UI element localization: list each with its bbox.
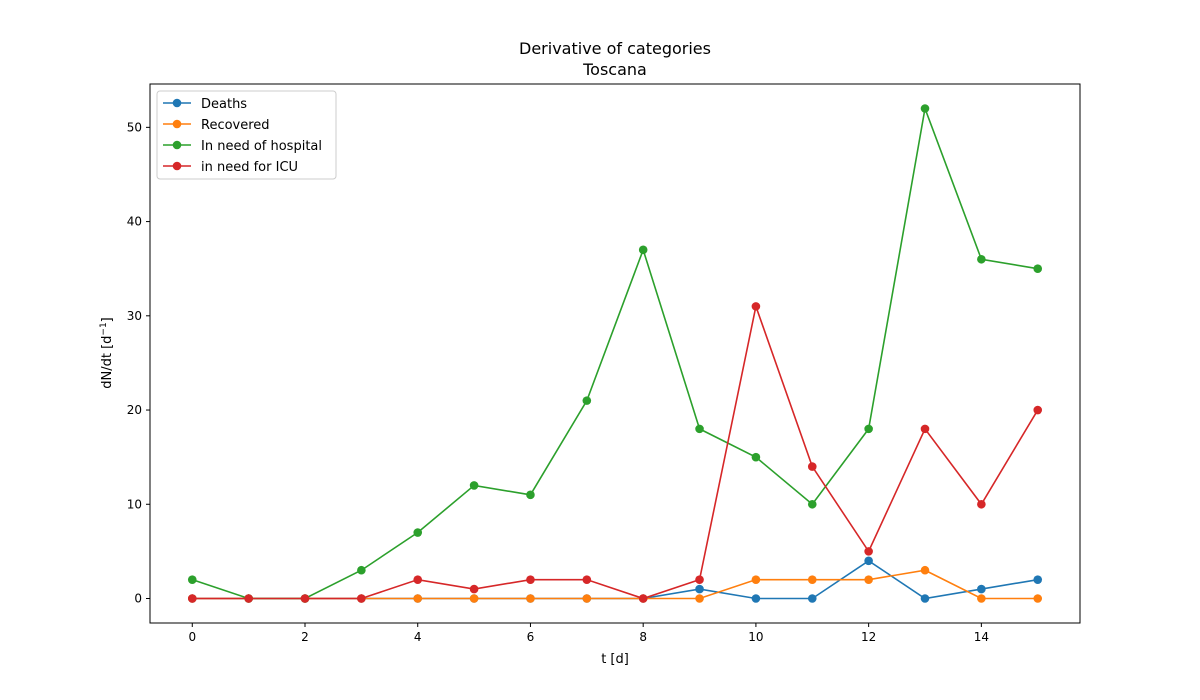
data-point-in-need-for-icu bbox=[357, 594, 366, 603]
data-point-deaths bbox=[1033, 575, 1043, 584]
data-point-in-need-of-hospital bbox=[469, 481, 479, 490]
y-axis-label-end: ] bbox=[100, 317, 115, 322]
data-point-in-need-for-icu bbox=[526, 575, 535, 584]
y-axis-label: dN/dt [d−1] bbox=[99, 317, 115, 389]
data-point-in-need-of-hospital bbox=[582, 396, 592, 405]
data-point-deaths bbox=[977, 584, 986, 594]
data-point-recovered bbox=[751, 575, 761, 584]
data-point-in-need-of-hospital bbox=[638, 245, 648, 255]
x-tick-label: 2 bbox=[301, 630, 309, 644]
data-point-recovered bbox=[807, 575, 817, 584]
y-axis: 0 10 20 30 40 50 bbox=[127, 120, 150, 606]
data-point-recovered bbox=[695, 594, 704, 603]
data-point-in-need-for-icu bbox=[1033, 405, 1043, 415]
data-point-in-need-of-hospital bbox=[920, 104, 930, 113]
series-line-recovered bbox=[192, 569, 1038, 600]
series-line-deaths bbox=[192, 559, 1038, 600]
x-tick-label: 8 bbox=[639, 630, 647, 644]
data-point-in-need-of-hospital bbox=[864, 424, 873, 434]
y-tick-label: 20 bbox=[127, 403, 142, 417]
data-point-in-need-for-icu bbox=[920, 424, 930, 434]
data-point-in-need-for-icu bbox=[300, 594, 310, 603]
data-point-deaths bbox=[807, 594, 817, 603]
x-tick-label: 6 bbox=[527, 630, 535, 644]
plot-frame bbox=[149, 83, 1081, 624]
y-axis-label-exponent: −1 bbox=[99, 322, 109, 335]
data-point-in-need-for-icu bbox=[469, 584, 479, 594]
legend-marker-recovered bbox=[172, 119, 182, 129]
y-tick-label: 30 bbox=[127, 309, 142, 323]
chart-subtitle: Toscana bbox=[582, 60, 647, 79]
data-point-in-need-for-icu bbox=[413, 575, 423, 584]
data-point-in-need-for-icu bbox=[582, 575, 592, 584]
data-point-in-need-for-icu bbox=[864, 547, 873, 556]
data-point-in-need-of-hospital bbox=[807, 499, 817, 509]
series-layer bbox=[187, 104, 1043, 603]
x-tick-label: 10 bbox=[748, 630, 763, 644]
legend-marker-deaths bbox=[172, 98, 182, 108]
data-point-in-need-of-hospital bbox=[187, 575, 197, 584]
data-point-recovered bbox=[1033, 594, 1043, 603]
data-point-in-need-for-icu bbox=[977, 499, 986, 509]
y-tick-label: 50 bbox=[127, 120, 142, 134]
data-point-in-need-for-icu bbox=[807, 462, 817, 471]
x-tick-label: 4 bbox=[414, 630, 422, 644]
data-point-deaths bbox=[695, 584, 704, 594]
x-axis-label: t [d] bbox=[601, 652, 629, 667]
series-line-in-need-for-icu bbox=[192, 303, 1039, 600]
data-point-recovered bbox=[864, 575, 873, 584]
data-point-recovered bbox=[413, 594, 423, 603]
data-point-in-need-for-icu bbox=[751, 302, 761, 311]
chart-title: Derivative of categories bbox=[519, 39, 711, 58]
data-point-in-need-of-hospital bbox=[357, 565, 366, 575]
y-tick-label: 10 bbox=[127, 497, 142, 511]
x-tick-label: 0 bbox=[188, 630, 196, 644]
data-point-recovered bbox=[582, 594, 592, 603]
x-tick-label: 12 bbox=[861, 630, 876, 644]
legend-marker-in-need-of-hospital bbox=[172, 140, 182, 150]
data-point-in-need-for-icu bbox=[638, 594, 648, 603]
y-tick-label: 40 bbox=[127, 215, 142, 229]
data-point-deaths bbox=[864, 556, 873, 566]
y-tick-label: 0 bbox=[134, 592, 142, 606]
legend-frame bbox=[156, 90, 337, 180]
data-point-deaths bbox=[920, 594, 930, 603]
x-axis: 0 2 4 6 8 10 12 14 bbox=[188, 623, 989, 644]
legend-label-deaths: Deaths bbox=[201, 97, 247, 112]
data-point-in-need-of-hospital bbox=[526, 490, 535, 500]
x-tick-label: 14 bbox=[974, 630, 989, 644]
y-axis-label-main: dN/dt [d bbox=[100, 336, 115, 389]
data-point-in-need-for-icu bbox=[187, 594, 197, 603]
data-point-deaths bbox=[751, 594, 761, 603]
legend-label-recovered: Recovered bbox=[201, 118, 270, 133]
data-point-in-need-of-hospital bbox=[413, 528, 423, 537]
data-point-in-need-of-hospital bbox=[751, 452, 761, 462]
data-point-in-need-of-hospital bbox=[695, 424, 704, 434]
series-line-in-need-of-hospital bbox=[192, 105, 1038, 600]
data-point-recovered bbox=[920, 565, 930, 575]
legend-label-in-need-for-icu: in need for ICU bbox=[201, 160, 298, 175]
legend-marker-in-need-for-icu bbox=[172, 161, 182, 171]
data-point-recovered bbox=[469, 594, 479, 603]
data-point-recovered bbox=[526, 594, 535, 603]
data-point-in-need-for-icu bbox=[695, 575, 704, 584]
legend-label-in-need-of-hospital: In need of hospital bbox=[201, 139, 322, 154]
data-point-in-need-for-icu bbox=[244, 594, 253, 603]
data-point-in-need-of-hospital bbox=[1033, 264, 1043, 273]
data-point-recovered bbox=[977, 594, 986, 603]
legend: Deaths Recovered In need of hospital in nee… bbox=[156, 90, 337, 180]
data-point-in-need-of-hospital bbox=[977, 254, 986, 264]
